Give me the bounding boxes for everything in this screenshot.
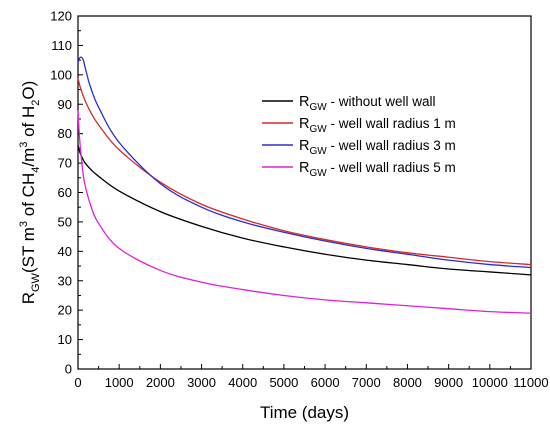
y-tick-label: 80 bbox=[58, 126, 72, 141]
plot-frame bbox=[77, 15, 532, 370]
y-axis-title-part: GW bbox=[30, 272, 42, 292]
legend-label-1: RGW - without well wall bbox=[299, 94, 436, 113]
legend-label-2: RGW - well wall radius 1 m bbox=[299, 116, 456, 135]
x-tick-label: 8000 bbox=[393, 375, 422, 390]
x-tick-label: 2000 bbox=[146, 375, 175, 390]
y-tick-label: 60 bbox=[58, 185, 72, 200]
tick-labels: 0 1000 2000 3000 4000 5000 6000 7000 8000 9000 100… bbox=[50, 9, 548, 391]
legend-label-3: RGW - well wall radius 3 m bbox=[299, 138, 456, 157]
legend-label-4: RGW - well wall radius 5 m bbox=[299, 160, 456, 179]
y-axis-title-part: 4 bbox=[30, 167, 42, 173]
y-tick-label: 10 bbox=[58, 332, 72, 347]
x-tick-label: 4000 bbox=[228, 375, 257, 390]
y-tick-label: 20 bbox=[58, 303, 72, 318]
y-tick-label: 0 bbox=[65, 362, 72, 377]
x-tick-label: 11000 bbox=[513, 375, 548, 390]
y-axis-title-part: R bbox=[19, 292, 38, 304]
legend: RGW - without well wall RGW - well wall r… bbox=[262, 94, 456, 179]
y-axis-title-part: (ST m bbox=[19, 227, 38, 273]
plot-area-border bbox=[77, 15, 532, 370]
y-axis-title-part: /m bbox=[19, 148, 38, 167]
y-axis-title-part: of H bbox=[19, 106, 38, 142]
series-line-1 bbox=[77, 145, 532, 276]
y-axis-title-part: 3 bbox=[18, 221, 30, 227]
y-axis-title-part: 2 bbox=[30, 100, 42, 106]
y-tick-label: 70 bbox=[58, 156, 72, 171]
y-axis-title-part: O) bbox=[19, 81, 38, 100]
series-line-3 bbox=[77, 56, 532, 269]
x-tick-label: 5000 bbox=[269, 375, 298, 390]
y-axis-title-part: of CH bbox=[19, 173, 38, 221]
y-tick-label: 50 bbox=[58, 214, 72, 229]
axis-ticks bbox=[77, 15, 532, 370]
y-axis-title: RGW​(ST m3​ of CH4​/m3​ of H2​O) bbox=[18, 81, 42, 305]
x-tick-label: 10000 bbox=[472, 375, 508, 390]
x-axis-title: Time (days) bbox=[260, 403, 349, 422]
x-tick-label: 0 bbox=[74, 375, 81, 390]
y-tick-label: 40 bbox=[58, 244, 72, 259]
y-tick-label: 30 bbox=[58, 273, 72, 288]
x-tick-label: 6000 bbox=[311, 375, 340, 390]
y-axis-title-part: 3 bbox=[18, 142, 30, 148]
y-tick-label: 100 bbox=[50, 67, 72, 82]
x-tick-label: 7000 bbox=[352, 375, 381, 390]
series-line-2 bbox=[77, 77, 532, 266]
series-lines bbox=[77, 56, 532, 314]
x-tick-label: 9000 bbox=[434, 375, 463, 390]
x-tick-label: 1000 bbox=[105, 375, 134, 390]
x-tick-label: 3000 bbox=[187, 375, 216, 390]
y-tick-label: 110 bbox=[51, 38, 72, 53]
y-tick-label: 120 bbox=[50, 9, 72, 24]
series-line-4 bbox=[77, 110, 532, 314]
y-tick-label: 90 bbox=[58, 97, 72, 112]
